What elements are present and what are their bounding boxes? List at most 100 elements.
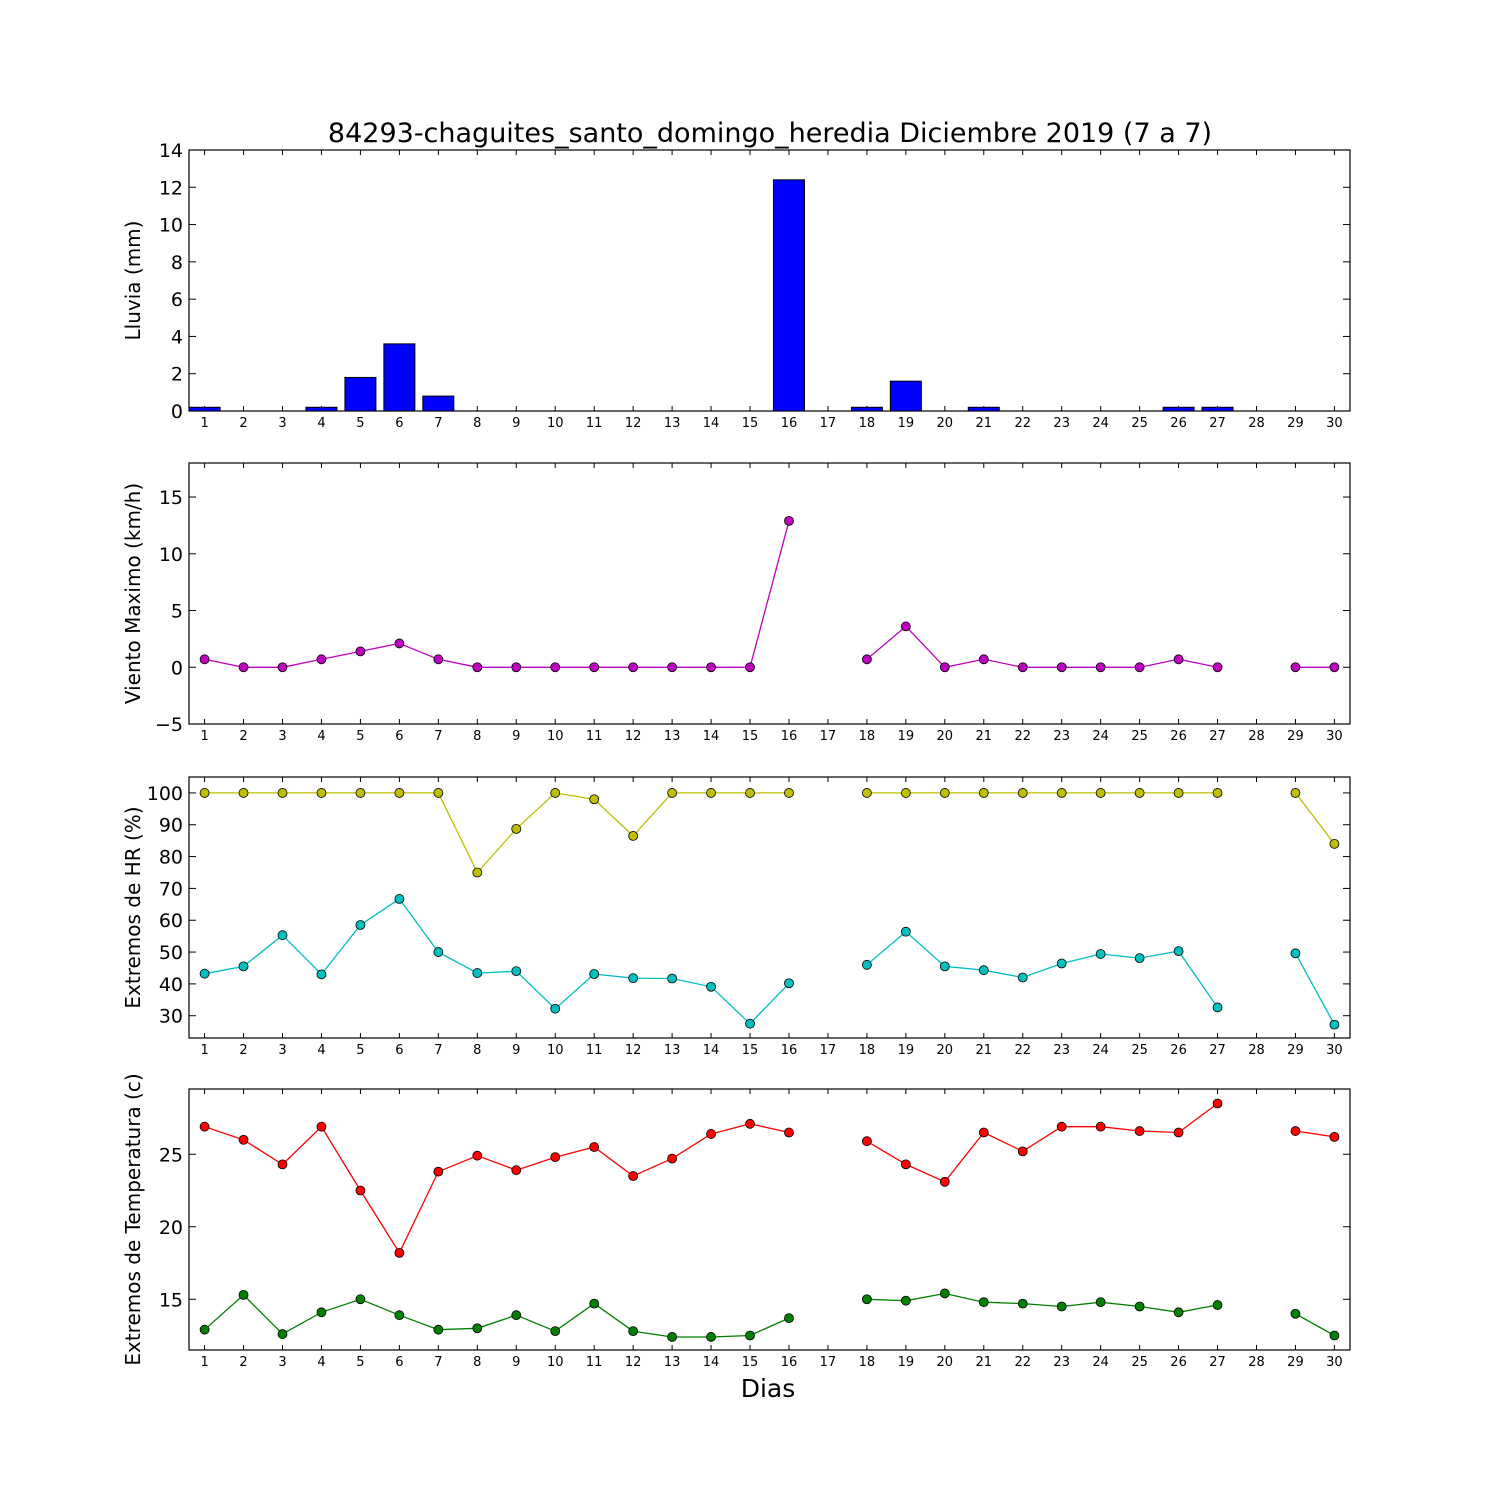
x-tick-label: 4	[317, 1043, 325, 1058]
y-tick-label: −5	[155, 714, 183, 736]
point-day-27	[1212, 1002, 1223, 1013]
x-tick-label: 8	[473, 416, 481, 431]
x-tick-label: 28	[1248, 1355, 1265, 1370]
x-tick-label: 9	[512, 1043, 520, 1058]
x-tick-label: 23	[1053, 729, 1070, 744]
y-tick-label: 5	[171, 601, 183, 623]
x-tick-label: 5	[356, 729, 364, 744]
y-tick-label: 4	[171, 326, 183, 348]
y-tick-label: 0	[171, 401, 183, 423]
x-tick-label: 18	[859, 1355, 876, 1370]
y-tick-label: 15	[159, 1289, 183, 1311]
x-tick-label: 1	[200, 729, 208, 744]
x-tick-label: 29	[1287, 1355, 1304, 1370]
point-day-15	[745, 1018, 755, 1029]
x-tick-label: 17	[820, 1043, 837, 1058]
x-tick-label: 8	[473, 1043, 481, 1058]
x-tick-label: 29	[1287, 1043, 1304, 1058]
x-tick-label: 25	[1131, 1043, 1148, 1058]
point-day-2	[238, 1290, 249, 1300]
x-tick-label: 23	[1053, 1043, 1070, 1058]
point-day-30	[1329, 1330, 1340, 1341]
x-tick-label: 5	[356, 1043, 364, 1058]
point-day-15	[745, 1330, 755, 1341]
point-day-8	[472, 662, 483, 673]
x-tick-label: 15	[742, 729, 759, 744]
point-day-26	[1173, 788, 1184, 798]
point-day-19	[900, 788, 911, 798]
y-tick-label: 20	[159, 1217, 183, 1239]
point-day-6	[394, 638, 405, 649]
point-day-26	[1173, 654, 1184, 665]
point-day-23	[1056, 1121, 1067, 1132]
x-tick-label: 30	[1326, 729, 1343, 744]
point-day-9	[511, 662, 522, 673]
x-tick-label: 30	[1326, 416, 1343, 431]
point-day-14	[706, 981, 716, 992]
point-day-16	[784, 1127, 794, 1138]
point-day-2	[238, 1134, 249, 1145]
y-tick-label: 0	[171, 657, 183, 679]
x-tick-label: 4	[317, 729, 325, 744]
x-tick-label: 18	[859, 416, 876, 431]
x-tick-label: 13	[664, 416, 681, 431]
bar-day-18	[850, 406, 883, 412]
point-day-27	[1212, 1098, 1223, 1109]
x-tick-label: 4	[317, 416, 325, 431]
y-tick-label: 12	[159, 177, 183, 199]
point-day-30	[1329, 838, 1340, 849]
point-day-10	[550, 1003, 561, 1014]
point-day-25	[1134, 1126, 1145, 1136]
point-day-23	[1056, 958, 1067, 969]
x-tick-label: 20	[937, 1355, 954, 1370]
y-tick-label: 90	[159, 815, 183, 837]
x-tick-label: 2	[239, 1355, 247, 1370]
point-day-4	[316, 654, 327, 665]
y-tick-label: 50	[159, 942, 183, 964]
point-day-20	[939, 788, 950, 798]
point-day-12	[628, 1171, 639, 1181]
bar-day-26	[1162, 406, 1195, 412]
point-day-22	[1017, 972, 1028, 983]
x-tick-label: 9	[512, 1355, 520, 1370]
point-day-19	[900, 1295, 911, 1306]
point-day-7	[433, 1324, 444, 1335]
x-tick-label: 1	[200, 416, 208, 431]
point-day-4	[316, 969, 327, 980]
y-tick-label: 10	[159, 215, 183, 237]
x-tick-label: 26	[1170, 1355, 1187, 1370]
point-day-29	[1290, 788, 1301, 798]
point-day-5	[355, 788, 366, 798]
bar-day-6	[383, 343, 416, 412]
x-tick-label: 21	[976, 1043, 993, 1058]
x-tick-label: 21	[976, 1355, 993, 1370]
x-tick-label: 22	[1014, 1043, 1031, 1058]
point-day-14	[706, 788, 716, 798]
x-axis-label: Dias	[741, 1374, 796, 1403]
point-day-8	[472, 1150, 483, 1161]
point-day-9	[511, 1310, 522, 1321]
x-tick-label: 6	[395, 1355, 403, 1370]
point-day-7	[433, 654, 444, 665]
point-day-20	[939, 1176, 950, 1187]
x-tick-label: 11	[586, 1043, 603, 1058]
axes-frame	[188, 776, 1351, 1039]
x-tick-label: 10	[547, 1355, 564, 1370]
point-day-29	[1290, 662, 1301, 673]
x-tick-label: 15	[742, 416, 759, 431]
series-line-2	[204, 1294, 790, 1338]
x-tick-label: 15	[742, 1043, 759, 1058]
y-tick-label: 25	[159, 1144, 183, 1166]
x-tick-label: 13	[664, 729, 681, 744]
series-line-1	[204, 792, 789, 874]
x-tick-label: 1	[200, 1043, 208, 1058]
x-tick-label: 30	[1326, 1355, 1343, 1370]
point-day-3	[277, 1329, 288, 1339]
point-day-24	[1095, 662, 1106, 673]
x-tick-label: 11	[586, 416, 603, 431]
x-tick-label: 19	[898, 1043, 915, 1058]
point-day-5	[355, 1294, 366, 1305]
x-tick-label: 18	[859, 729, 876, 744]
